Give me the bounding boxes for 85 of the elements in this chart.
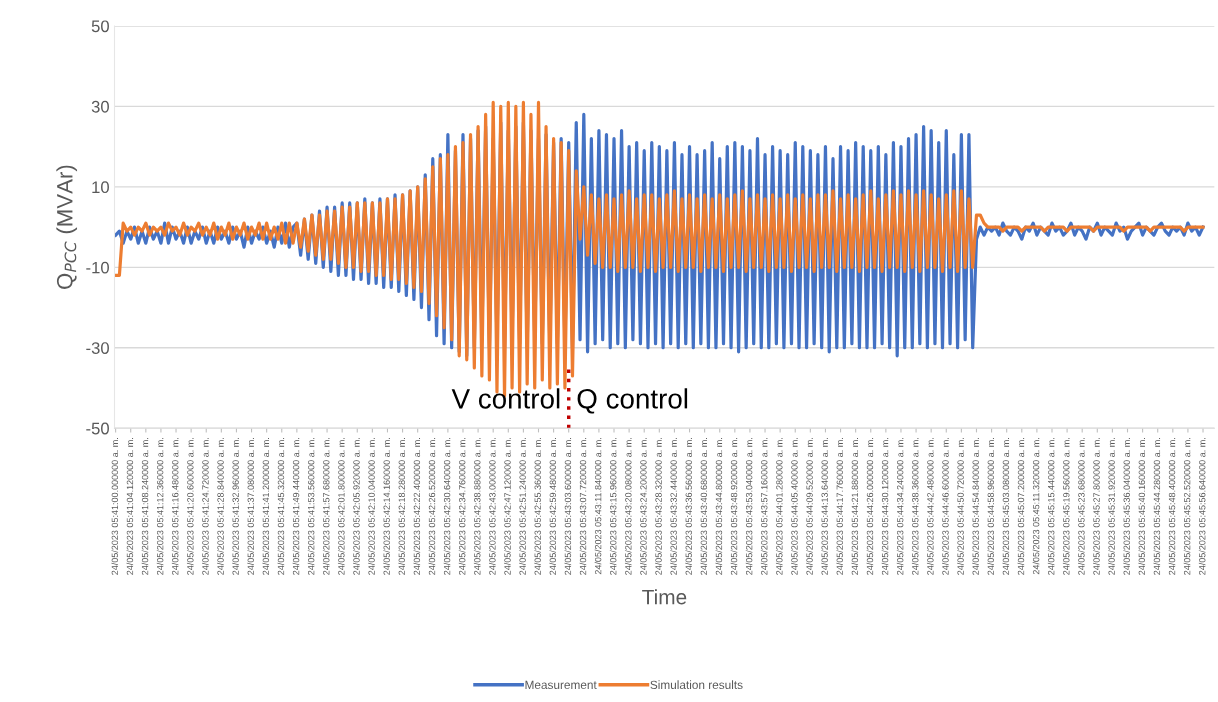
- x-tick-label: 24/05/2023 05:41:28.840000 a. m.: [217, 438, 224, 575]
- x-tick-label: 24/05/2023 05:42:22.400000 a. m.: [413, 438, 421, 575]
- x-tick-label: 24/05/2023 05:43:11.840000 a. m.: [594, 438, 602, 575]
- x-tick-label: 24/05/2023 05:43:15.960000 a. m.: [609, 438, 617, 575]
- x-tick-label: 24/05/2023 05:44:46.600000 a. m.: [942, 438, 949, 575]
- x-tick-label: 24/05/2023 05:43:57.160000 a. m.: [760, 438, 768, 575]
- x-tick-label: 24/05/2023 05:45:03.080000 a. m.: [1002, 438, 1010, 575]
- x-tick-label: 24/05/2023 05:45:48.400000 a. m.: [1168, 438, 1176, 575]
- x-tick-label: 24/05/2023 05:44:34.240000 a. m.: [896, 438, 904, 575]
- x-tick-label: 24/05/2023 05:45:23.680000 a. m.: [1077, 438, 1085, 575]
- annotation: V control: [451, 388, 560, 409]
- x-tick-label: 24/05/2023 05:45:52.520000 a. m.: [1183, 438, 1191, 575]
- x-tick-label: 24/05/2023 05:42:05.920000 a. m.: [353, 438, 360, 575]
- x-tick-label: 24/05/2023 05:45:40.160000 a. m.: [1138, 438, 1146, 575]
- x-tick-label: 24/05/2023 05:45:27.800000 a. m.: [1093, 438, 1100, 575]
- x-tick-label: 24/05/2023 05:43:44.800000 a. m.: [715, 438, 723, 575]
- x-tick-label: 24/05/2023 05:43:48.920000 a. m.: [730, 438, 738, 575]
- x-tick-label: 24/05/2023 05:41:45.320000 a. m.: [277, 438, 285, 575]
- x-axis-title: Time: [642, 589, 687, 605]
- x-tick-label: 24/05/2023 05:45:11.320000 a. m.: [1032, 438, 1040, 575]
- x-tick-label: 24/05/2023 05:44:50.720000 a. m.: [957, 438, 964, 575]
- x-tick-label: 24/05/2023 05:41:04.120000 a. m.: [126, 438, 134, 575]
- x-tick-label: 24/05/2023 05:42:18.280000 a. m.: [398, 438, 405, 575]
- x-tick-label: 24/05/2023 05:42:51.240000 a. m.: [519, 438, 526, 575]
- x-tick-label: 24/05/2023 05:45:15.440000 a. m.: [1047, 438, 1055, 575]
- x-tick-label: 24/05/2023 05:44:05.400000 a. m.: [791, 438, 798, 575]
- x-tick-label: 24/05/2023 05:41:41.200000 a. m.: [262, 438, 270, 575]
- x-tick-label: 24/05/2023 05:42:43.000000 a. m.: [488, 438, 496, 575]
- x-tick-label: 24/05/2023 05:44:21.880000 a. m.: [851, 438, 859, 575]
- x-tick-label: 24/05/2023 05:45:19.560000 a. m.: [1062, 438, 1070, 575]
- annotation: Q control: [577, 388, 688, 414]
- y-tick-label: -30: [86, 342, 109, 354]
- x-tick-label: 24/05/2023 05:43:36.560000 a. m.: [685, 438, 692, 575]
- y-axis-title: Q$_{PCC}$ (MVAr): [56, 165, 78, 289]
- y-tick-label: 30: [91, 100, 109, 113]
- x-tick-label: 24/05/2023 05:41:49.440000 a. m.: [292, 438, 300, 575]
- x-tick-label: 24/05/2023 05:41:00.000000 a. m.: [111, 438, 119, 575]
- x-tick-label: 24/05/2023 05:44:54.840000 a. m.: [972, 438, 979, 575]
- legend-label: Simulation results: [650, 680, 743, 690]
- x-tick-label: 24/05/2023 05:43:40.680000 a. m.: [700, 438, 708, 575]
- x-tick-label: 24/05/2023 05:44:09.520000 a. m.: [806, 438, 813, 575]
- x-tick-label: 24/05/2023 05:42:38.880000 a. m.: [473, 438, 481, 575]
- x-tick-label: 24/05/2023 05:44:17.760000 a. m.: [836, 438, 843, 575]
- legend-label: Measurement: [525, 680, 597, 690]
- y-tick-label: 10: [92, 181, 109, 194]
- x-tick-label: 24/05/2023 05:44:42.480000 a. m.: [926, 438, 934, 575]
- x-tick-label: 24/05/2023 05:42:10.040000 a. m.: [368, 438, 375, 575]
- x-tick-label: 24/05/2023 05:42:34.760000 a. m.: [458, 438, 466, 575]
- x-tick-label: 24/05/2023 05:43:28.320000 a. m.: [655, 438, 662, 575]
- x-tick-label: 24/05/2023 05:42:01.800000 a. m.: [337, 438, 345, 575]
- x-tick-label: 24/05/2023 05:45:36.040000 a. m.: [1123, 438, 1130, 575]
- x-tick-label: 24/05/2023 05:41:24.720000 a. m.: [202, 438, 209, 575]
- x-tick-label: 24/05/2023 05:42:59.480000 a. m.: [549, 438, 557, 575]
- x-tick-label: 24/05/2023 05:41:12.360000 a. m.: [156, 438, 164, 575]
- x-tick-label: 24/05/2023 05:44:01.280000 a. m.: [775, 438, 783, 575]
- x-tick-label: 24/05/2023 05:41:53.560000 a. m.: [307, 438, 315, 575]
- x-tick-label: 24/05/2023 05:41:32.960000 a. m.: [232, 438, 239, 575]
- x-tick-label: 24/05/2023 05:43:24.200000 a. m.: [640, 438, 647, 575]
- x-tick-label: 24/05/2023 05:43:32.440000 a. m.: [670, 438, 677, 575]
- y-tick-label: -10: [86, 261, 109, 274]
- x-tick-label: 24/05/2023 05:41:57.680000 a. m.: [322, 438, 330, 575]
- x-tick-label: 24/05/2023 05:41:16.480000 a. m.: [171, 438, 179, 575]
- x-tick-label: 24/05/2023 05:42:26.520000 a. m.: [428, 438, 436, 575]
- x-tick-label: 24/05/2023 05:41:08.240000 a. m.: [141, 438, 149, 575]
- y-tick-label: -50: [86, 422, 109, 435]
- x-tick-label: 24/05/2023 05:42:14.160000 a. m.: [383, 438, 390, 575]
- x-tick-label: 24/05/2023 05:43:53.040000 a. m.: [745, 438, 753, 575]
- x-tick-label: 24/05/2023 05:45:44.280000 a. m.: [1153, 438, 1161, 575]
- x-tick-label: 24/05/2023 05:44:58.960000 a. m.: [987, 438, 994, 575]
- x-tick-label: 24/05/2023 05:44:30.120000 a. m.: [881, 438, 889, 575]
- x-tick-label: 24/05/2023 05:44:38.360000 a. m.: [911, 438, 919, 575]
- x-tick-label: 24/05/2023 05:42:30.640000 a. m.: [443, 438, 451, 575]
- x-tick-label: 24/05/2023 05:45:56.640000 a. m.: [1198, 438, 1206, 575]
- x-tick-label: 24/05/2023 05:45:31.920000 a. m.: [1108, 438, 1115, 575]
- x-tick-label: 24/05/2023 05:44:26.000000 a. m.: [866, 438, 874, 575]
- x-tick-label: 24/05/2023 05:42:55.360000 a. m.: [534, 438, 541, 575]
- x-tick-label: 24/05/2023 05:43:20.080000 a. m.: [624, 438, 632, 575]
- x-tick-label: 24/05/2023 05:43:07.720000 a. m.: [579, 438, 587, 575]
- x-tick-label: 24/05/2023 05:41:37.080000 a. m.: [247, 438, 254, 575]
- x-tick-label: 24/05/2023 05:41:20.600000 a. m.: [186, 438, 194, 575]
- x-tick-label: 24/05/2023 05:43:03.600000 a. m.: [564, 438, 572, 575]
- x-tick-label: 24/05/2023 05:45:07.200000 a. m.: [1017, 438, 1025, 575]
- x-tick-label: 24/05/2023 05:44:13.640000 a. m.: [821, 438, 828, 575]
- x-tick-label: 24/05/2023 05:42:47.120000 a. m.: [504, 438, 511, 575]
- y-tick-label: 50: [91, 20, 109, 33]
